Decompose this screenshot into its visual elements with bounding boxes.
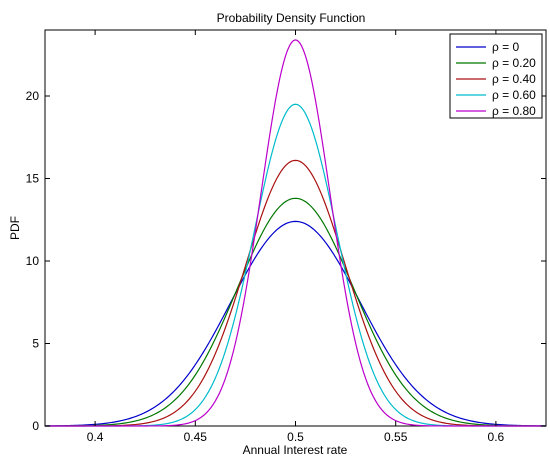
series-lines [44,39,547,427]
x-tick-label: 0.6 [488,430,505,444]
y-tick-label: 5 [32,337,39,351]
legend-label-3: ρ = 0.60 [492,88,536,102]
chart-title: Probability Density Function [217,11,366,25]
y-axis-ticks: 0 5 10 15 20 [26,89,546,433]
legend: ρ = 0 ρ = 0.20 ρ = 0.40 ρ = 0.60 ρ = 0.80 [449,33,543,119]
y-axis-label: PDF [8,216,22,240]
y-tick-label: 20 [26,89,40,103]
y-tick-label: 10 [26,254,40,268]
y-tick-label: 15 [26,172,40,186]
x-axis-label: Annual Interest rate [243,443,348,457]
legend-label-4: ρ = 0.80 [492,104,536,118]
y-tick-label: 0 [32,419,39,433]
legend-label-1: ρ = 0.20 [492,56,536,70]
plot-area: 0.4 0.45 0.5 0.55 0.6 0 5 10 15 20 [26,29,547,444]
series-line-2 [45,159,546,427]
legend-box [449,33,543,119]
x-axis-ticks: 0.4 0.45 0.5 0.55 0.6 [87,30,505,444]
x-tick-label: 0.5 [287,430,304,444]
legend-label-2: ρ = 0.40 [492,72,536,86]
series-line-3 [45,103,546,427]
legend-label-0: ρ = 0 [492,40,520,54]
series-line-4 [45,39,546,427]
series-line-0 [44,220,547,427]
x-tick-label: 0.4 [87,430,104,444]
x-tick-label: 0.45 [184,430,208,444]
x-tick-label: 0.55 [384,430,408,444]
series-line-1 [45,197,546,427]
